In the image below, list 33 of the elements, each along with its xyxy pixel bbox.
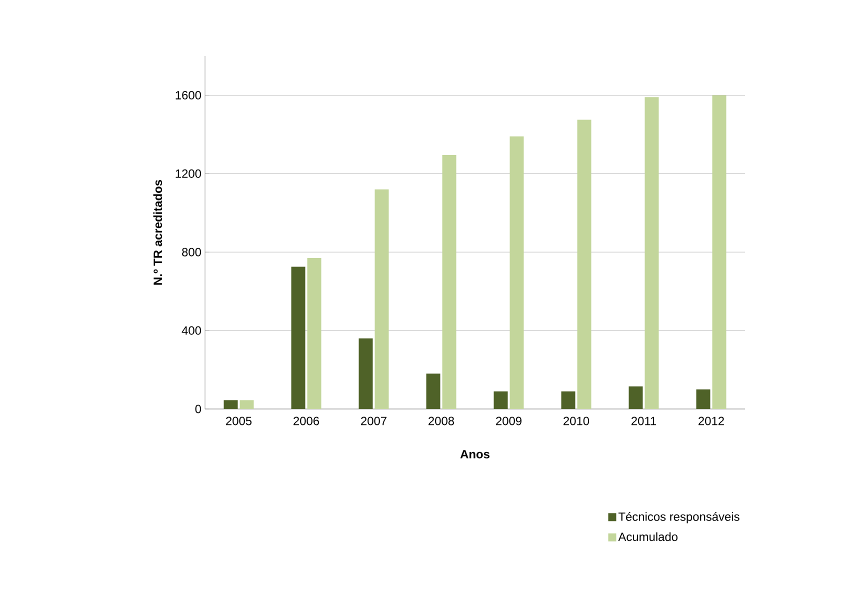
- bar: [240, 400, 254, 409]
- bar: [307, 258, 322, 409]
- y-tick-label: 1200: [176, 169, 202, 178]
- x-tick-label: 2006: [294, 416, 320, 426]
- bar: [426, 374, 440, 409]
- bar: [358, 338, 373, 409]
- bar: [577, 120, 592, 409]
- bar: [696, 389, 710, 409]
- y-tick-label: 0: [195, 404, 202, 414]
- bar: [510, 136, 524, 409]
- y-tick-label: 400: [182, 326, 202, 335]
- x-tick-label: 2005: [226, 416, 252, 426]
- y-tick-label: 1600: [176, 90, 202, 100]
- bar: [628, 386, 643, 409]
- bar: [291, 266, 306, 409]
- x-axis-title: Anos: [460, 450, 490, 458]
- bar: [644, 97, 659, 409]
- x-tick-label: 2009: [496, 416, 522, 426]
- y-axis-title: N.º TR acreditados: [153, 180, 162, 285]
- bar: [494, 391, 508, 409]
- bar: [224, 400, 238, 409]
- x-tick-label: 2007: [361, 416, 386, 426]
- x-tick-label: 2011: [631, 416, 656, 426]
- bar: [374, 189, 389, 409]
- x-tick-label: 2010: [564, 416, 590, 426]
- x-tick-label: 2008: [428, 416, 454, 426]
- y-tick-label: 800: [182, 248, 202, 256]
- bar: [442, 155, 456, 409]
- bar: [561, 391, 576, 409]
- legend-label: Técnicos responsáveis: [618, 512, 740, 524]
- legend-label: Acumulado: [618, 532, 678, 542]
- bar: [712, 95, 726, 409]
- x-tick-label: 2012: [698, 416, 724, 426]
